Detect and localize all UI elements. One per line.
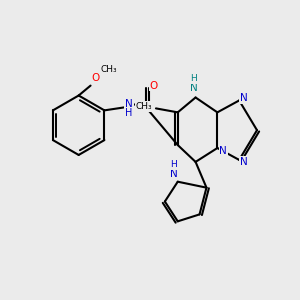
Text: O: O (150, 81, 158, 91)
Text: H: H (125, 108, 133, 118)
Text: H: H (170, 160, 177, 169)
Text: N: N (240, 94, 248, 103)
Text: N: N (125, 99, 133, 110)
Text: N: N (240, 157, 248, 167)
Text: CH₃: CH₃ (136, 102, 152, 111)
Text: N: N (170, 169, 178, 179)
Text: O: O (92, 73, 100, 83)
Text: N: N (219, 146, 227, 156)
Text: H: H (190, 74, 197, 83)
Text: CH₃: CH₃ (100, 65, 117, 74)
Text: N: N (190, 82, 197, 93)
